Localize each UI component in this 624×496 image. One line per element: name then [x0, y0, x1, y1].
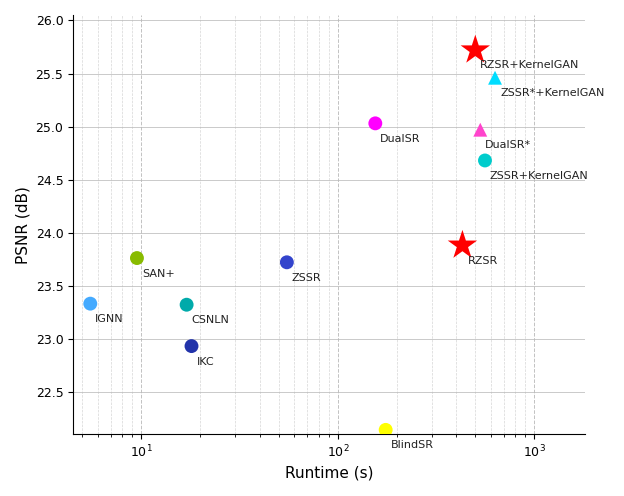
Text: IKC: IKC [197, 357, 214, 367]
Point [85, 300, 95, 308]
X-axis label: Runtime (s): Runtime (s) [285, 466, 373, 481]
Point [457, 242, 467, 249]
Text: DualSR: DualSR [380, 134, 421, 144]
Text: ZSSR: ZSSR [292, 273, 321, 283]
Point [381, 426, 391, 434]
Text: ZSSR+KernelGAN: ZSSR+KernelGAN [490, 171, 588, 181]
Text: CSNLN: CSNLN [192, 315, 230, 325]
Text: IGNN: IGNN [95, 314, 124, 324]
Y-axis label: PSNR (dB): PSNR (dB) [15, 186, 30, 263]
Point [282, 258, 292, 266]
Point [187, 342, 197, 350]
Text: RZSR+KernelGAN: RZSR+KernelGAN [480, 60, 580, 70]
Text: BlindSR: BlindSR [391, 440, 434, 450]
Text: RZSR: RZSR [467, 256, 498, 266]
Point [470, 46, 480, 54]
Point [370, 120, 380, 127]
Text: DualSR*: DualSR* [485, 140, 532, 150]
Point [480, 157, 490, 165]
Point [132, 254, 142, 262]
Text: ZSSR*+KernelGAN: ZSSR*+KernelGAN [500, 88, 605, 98]
Point [182, 301, 192, 309]
Point [475, 126, 485, 134]
Point [490, 74, 500, 82]
Text: SAN+: SAN+ [142, 269, 175, 279]
